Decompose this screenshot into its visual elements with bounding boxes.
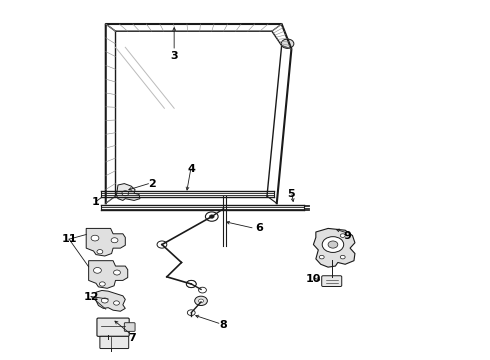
Circle shape [209,215,214,219]
Text: 4: 4 [187,164,195,174]
Text: 1: 1 [92,197,100,207]
Polygon shape [89,261,128,288]
Circle shape [340,234,345,237]
Circle shape [319,255,324,259]
Circle shape [99,282,105,286]
Circle shape [106,338,111,342]
Circle shape [205,212,218,221]
Circle shape [198,299,203,303]
Circle shape [91,235,99,241]
Polygon shape [96,291,125,311]
Text: 2: 2 [148,179,156,189]
Text: 8: 8 [219,320,227,330]
Circle shape [101,298,108,303]
FancyBboxPatch shape [100,336,129,348]
Circle shape [94,267,101,273]
FancyBboxPatch shape [97,318,129,336]
Text: 6: 6 [256,224,264,233]
FancyBboxPatch shape [124,323,135,331]
Polygon shape [314,228,355,267]
Text: 7: 7 [129,333,137,343]
FancyBboxPatch shape [322,276,342,287]
Circle shape [281,39,294,48]
Circle shape [157,241,167,248]
Polygon shape [86,228,125,256]
Circle shape [114,270,121,275]
Circle shape [114,301,120,305]
Circle shape [186,280,196,288]
Circle shape [195,296,207,306]
Circle shape [322,237,343,252]
Circle shape [187,310,195,316]
Circle shape [122,191,129,196]
Text: 5: 5 [288,189,295,199]
Text: 11: 11 [61,234,77,244]
Circle shape [340,255,345,259]
Circle shape [97,249,103,254]
Text: 3: 3 [171,51,178,61]
Text: 9: 9 [343,231,351,240]
Polygon shape [117,184,140,201]
Circle shape [111,238,118,243]
Circle shape [186,280,196,288]
Circle shape [328,241,338,248]
Text: 12: 12 [83,292,99,302]
Text: 10: 10 [306,274,321,284]
Circle shape [198,287,206,293]
